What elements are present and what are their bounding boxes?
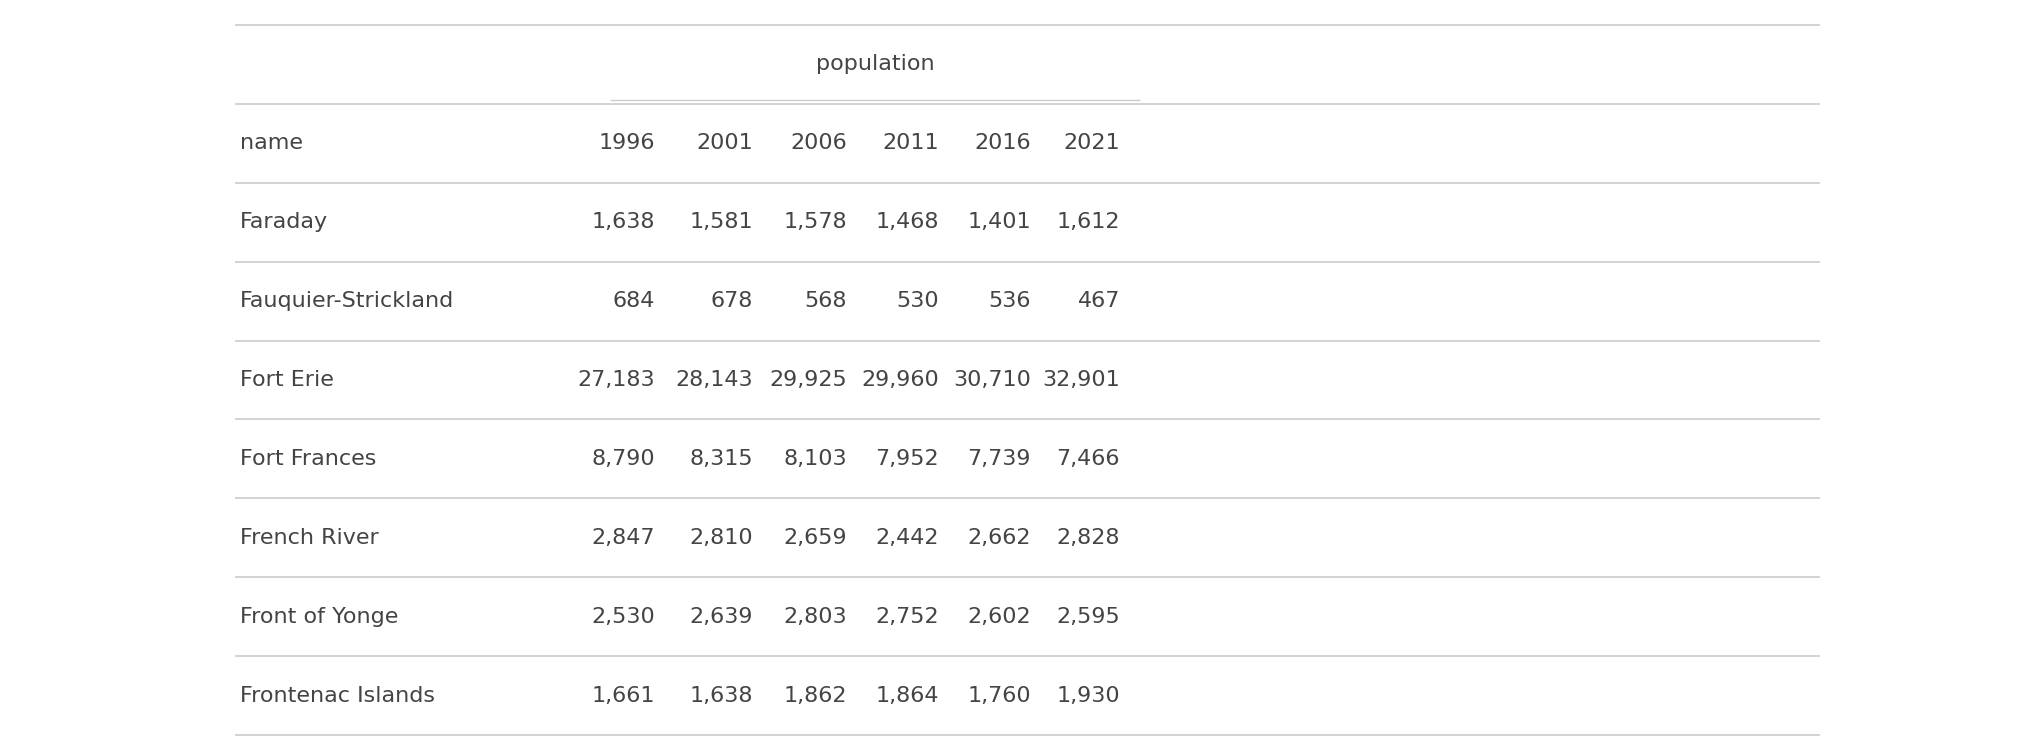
Text: 1,578: 1,578: [783, 212, 846, 232]
Text: 8,790: 8,790: [591, 449, 654, 469]
Text: Faraday: Faraday: [239, 212, 329, 232]
Text: 2001: 2001: [697, 133, 752, 153]
Text: 1,612: 1,612: [1057, 212, 1120, 232]
Text: 2,752: 2,752: [875, 606, 938, 627]
Text: French River: French River: [239, 528, 378, 548]
Text: 28,143: 28,143: [675, 370, 752, 390]
Text: Fort Erie: Fort Erie: [239, 370, 333, 390]
Text: 8,103: 8,103: [783, 449, 846, 469]
Text: Fort Frances: Fort Frances: [239, 449, 376, 469]
Text: 2,810: 2,810: [689, 528, 752, 548]
Text: 467: 467: [1077, 291, 1120, 311]
Text: 2,595: 2,595: [1057, 606, 1120, 627]
Text: population: population: [816, 54, 934, 74]
Text: 1,864: 1,864: [875, 686, 938, 705]
Text: 27,183: 27,183: [576, 370, 654, 390]
Text: 2016: 2016: [975, 133, 1030, 153]
Text: 2,847: 2,847: [591, 528, 654, 548]
Text: 2006: 2006: [791, 133, 846, 153]
Text: 1996: 1996: [599, 133, 654, 153]
Text: 2,662: 2,662: [967, 528, 1030, 548]
Text: 2,828: 2,828: [1057, 528, 1120, 548]
Text: Front of Yonge: Front of Yonge: [239, 606, 399, 627]
Text: 1,862: 1,862: [783, 686, 846, 705]
Text: 1,638: 1,638: [591, 212, 654, 232]
Text: 7,466: 7,466: [1057, 449, 1120, 469]
Text: 30,710: 30,710: [953, 370, 1030, 390]
Text: 2,659: 2,659: [783, 528, 846, 548]
Text: 2,639: 2,639: [689, 606, 752, 627]
Text: 7,739: 7,739: [967, 449, 1030, 469]
Text: 29,925: 29,925: [769, 370, 846, 390]
Text: 32,901: 32,901: [1042, 370, 1120, 390]
Text: 2,530: 2,530: [591, 606, 654, 627]
Text: 1,401: 1,401: [967, 212, 1030, 232]
Text: 2,602: 2,602: [967, 606, 1030, 627]
Text: 568: 568: [805, 291, 846, 311]
Text: 530: 530: [897, 291, 938, 311]
Text: 1,638: 1,638: [689, 686, 752, 705]
Text: 2,803: 2,803: [783, 606, 846, 627]
Text: 2011: 2011: [883, 133, 938, 153]
Text: name: name: [239, 133, 303, 153]
Text: 8,315: 8,315: [689, 449, 752, 469]
Text: 684: 684: [613, 291, 654, 311]
Text: 29,960: 29,960: [861, 370, 938, 390]
Text: 678: 678: [711, 291, 752, 311]
Text: 1,468: 1,468: [875, 212, 938, 232]
Text: 1,930: 1,930: [1057, 686, 1120, 705]
Text: 2021: 2021: [1063, 133, 1120, 153]
Text: 536: 536: [989, 291, 1030, 311]
Text: 1,760: 1,760: [967, 686, 1030, 705]
Text: Frontenac Islands: Frontenac Islands: [239, 686, 435, 705]
Text: 1,661: 1,661: [591, 686, 654, 705]
Text: Fauquier-Strickland: Fauquier-Strickland: [239, 291, 454, 311]
Text: 2,442: 2,442: [875, 528, 938, 548]
Text: 7,952: 7,952: [875, 449, 938, 469]
Text: 1,581: 1,581: [689, 212, 752, 232]
